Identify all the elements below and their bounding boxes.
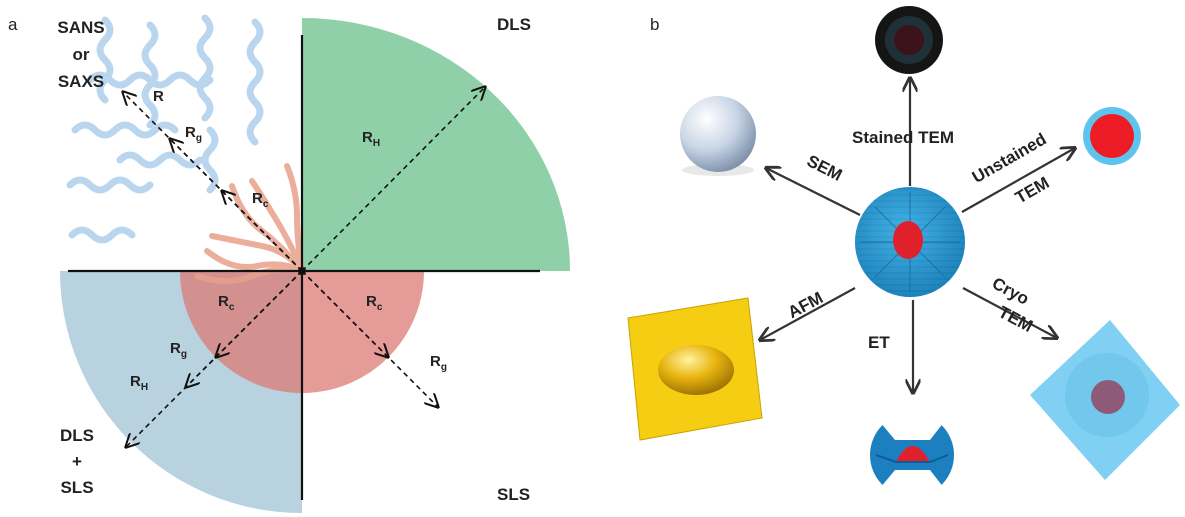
panel-a: a — [8, 14, 570, 513]
radius-label-rg-br: Rg — [430, 353, 447, 373]
radius-label-rc-tl: Rc — [252, 190, 269, 210]
label-sans: SANS — [57, 18, 104, 37]
label-dls-bottom: DLS — [60, 426, 94, 445]
technique-cryo-line1: Cryo — [989, 274, 1032, 309]
label-dls-top: DLS — [497, 15, 531, 34]
technique-sem: SEM — [804, 151, 845, 185]
unstained-tem-image — [1083, 107, 1141, 165]
panel-a-letter: a — [8, 15, 18, 34]
label-sls-bottom-left: SLS — [60, 478, 93, 497]
dls-quadrant — [302, 18, 570, 271]
label-plus: + — [72, 452, 82, 471]
afm-image — [627, 297, 763, 441]
technique-arrows — [760, 78, 1075, 393]
et-image — [870, 407, 954, 503]
radius-label-rg-tl: Rg — [185, 124, 202, 144]
cryo-tem-image — [1030, 320, 1180, 480]
radius-label-rh-tr: RH — [362, 129, 380, 149]
technique-afm: AFM — [785, 288, 826, 322]
radius-label-rc-bl: Rc — [218, 293, 235, 313]
technique-cryo-line2: TEM — [995, 302, 1036, 336]
label-sls-bottom-right: SLS — [497, 485, 530, 504]
radius-label-rc-br: Rc — [366, 293, 383, 313]
stained-tem-image — [875, 6, 943, 74]
core-halfdisc-left-dark — [180, 271, 302, 393]
sem-sphere-image — [680, 96, 756, 176]
panel-b-letter: b — [650, 15, 659, 34]
corona-chains — [66, 14, 264, 244]
radius-arrows — [123, 87, 485, 447]
radius-label-rh-bl: RH — [130, 373, 148, 393]
technique-stained-tem: Stained TEM — [852, 128, 954, 147]
radius-label-rg-bl: Rg — [170, 340, 187, 360]
radius-label-r: R — [153, 88, 164, 105]
central-micelle — [855, 187, 965, 297]
label-saxs: SAXS — [58, 72, 104, 91]
arrow-rc-tl — [222, 191, 303, 272]
label-or: or — [73, 45, 90, 64]
arrow-rh-tr — [301, 87, 485, 272]
technique-et: ET — [868, 333, 890, 352]
arrow-rh-bl — [126, 270, 303, 447]
panel-b: b Stained TEM SEM Unstained TEM — [627, 6, 1180, 503]
technique-unstained-line2: TEM — [1012, 173, 1053, 207]
